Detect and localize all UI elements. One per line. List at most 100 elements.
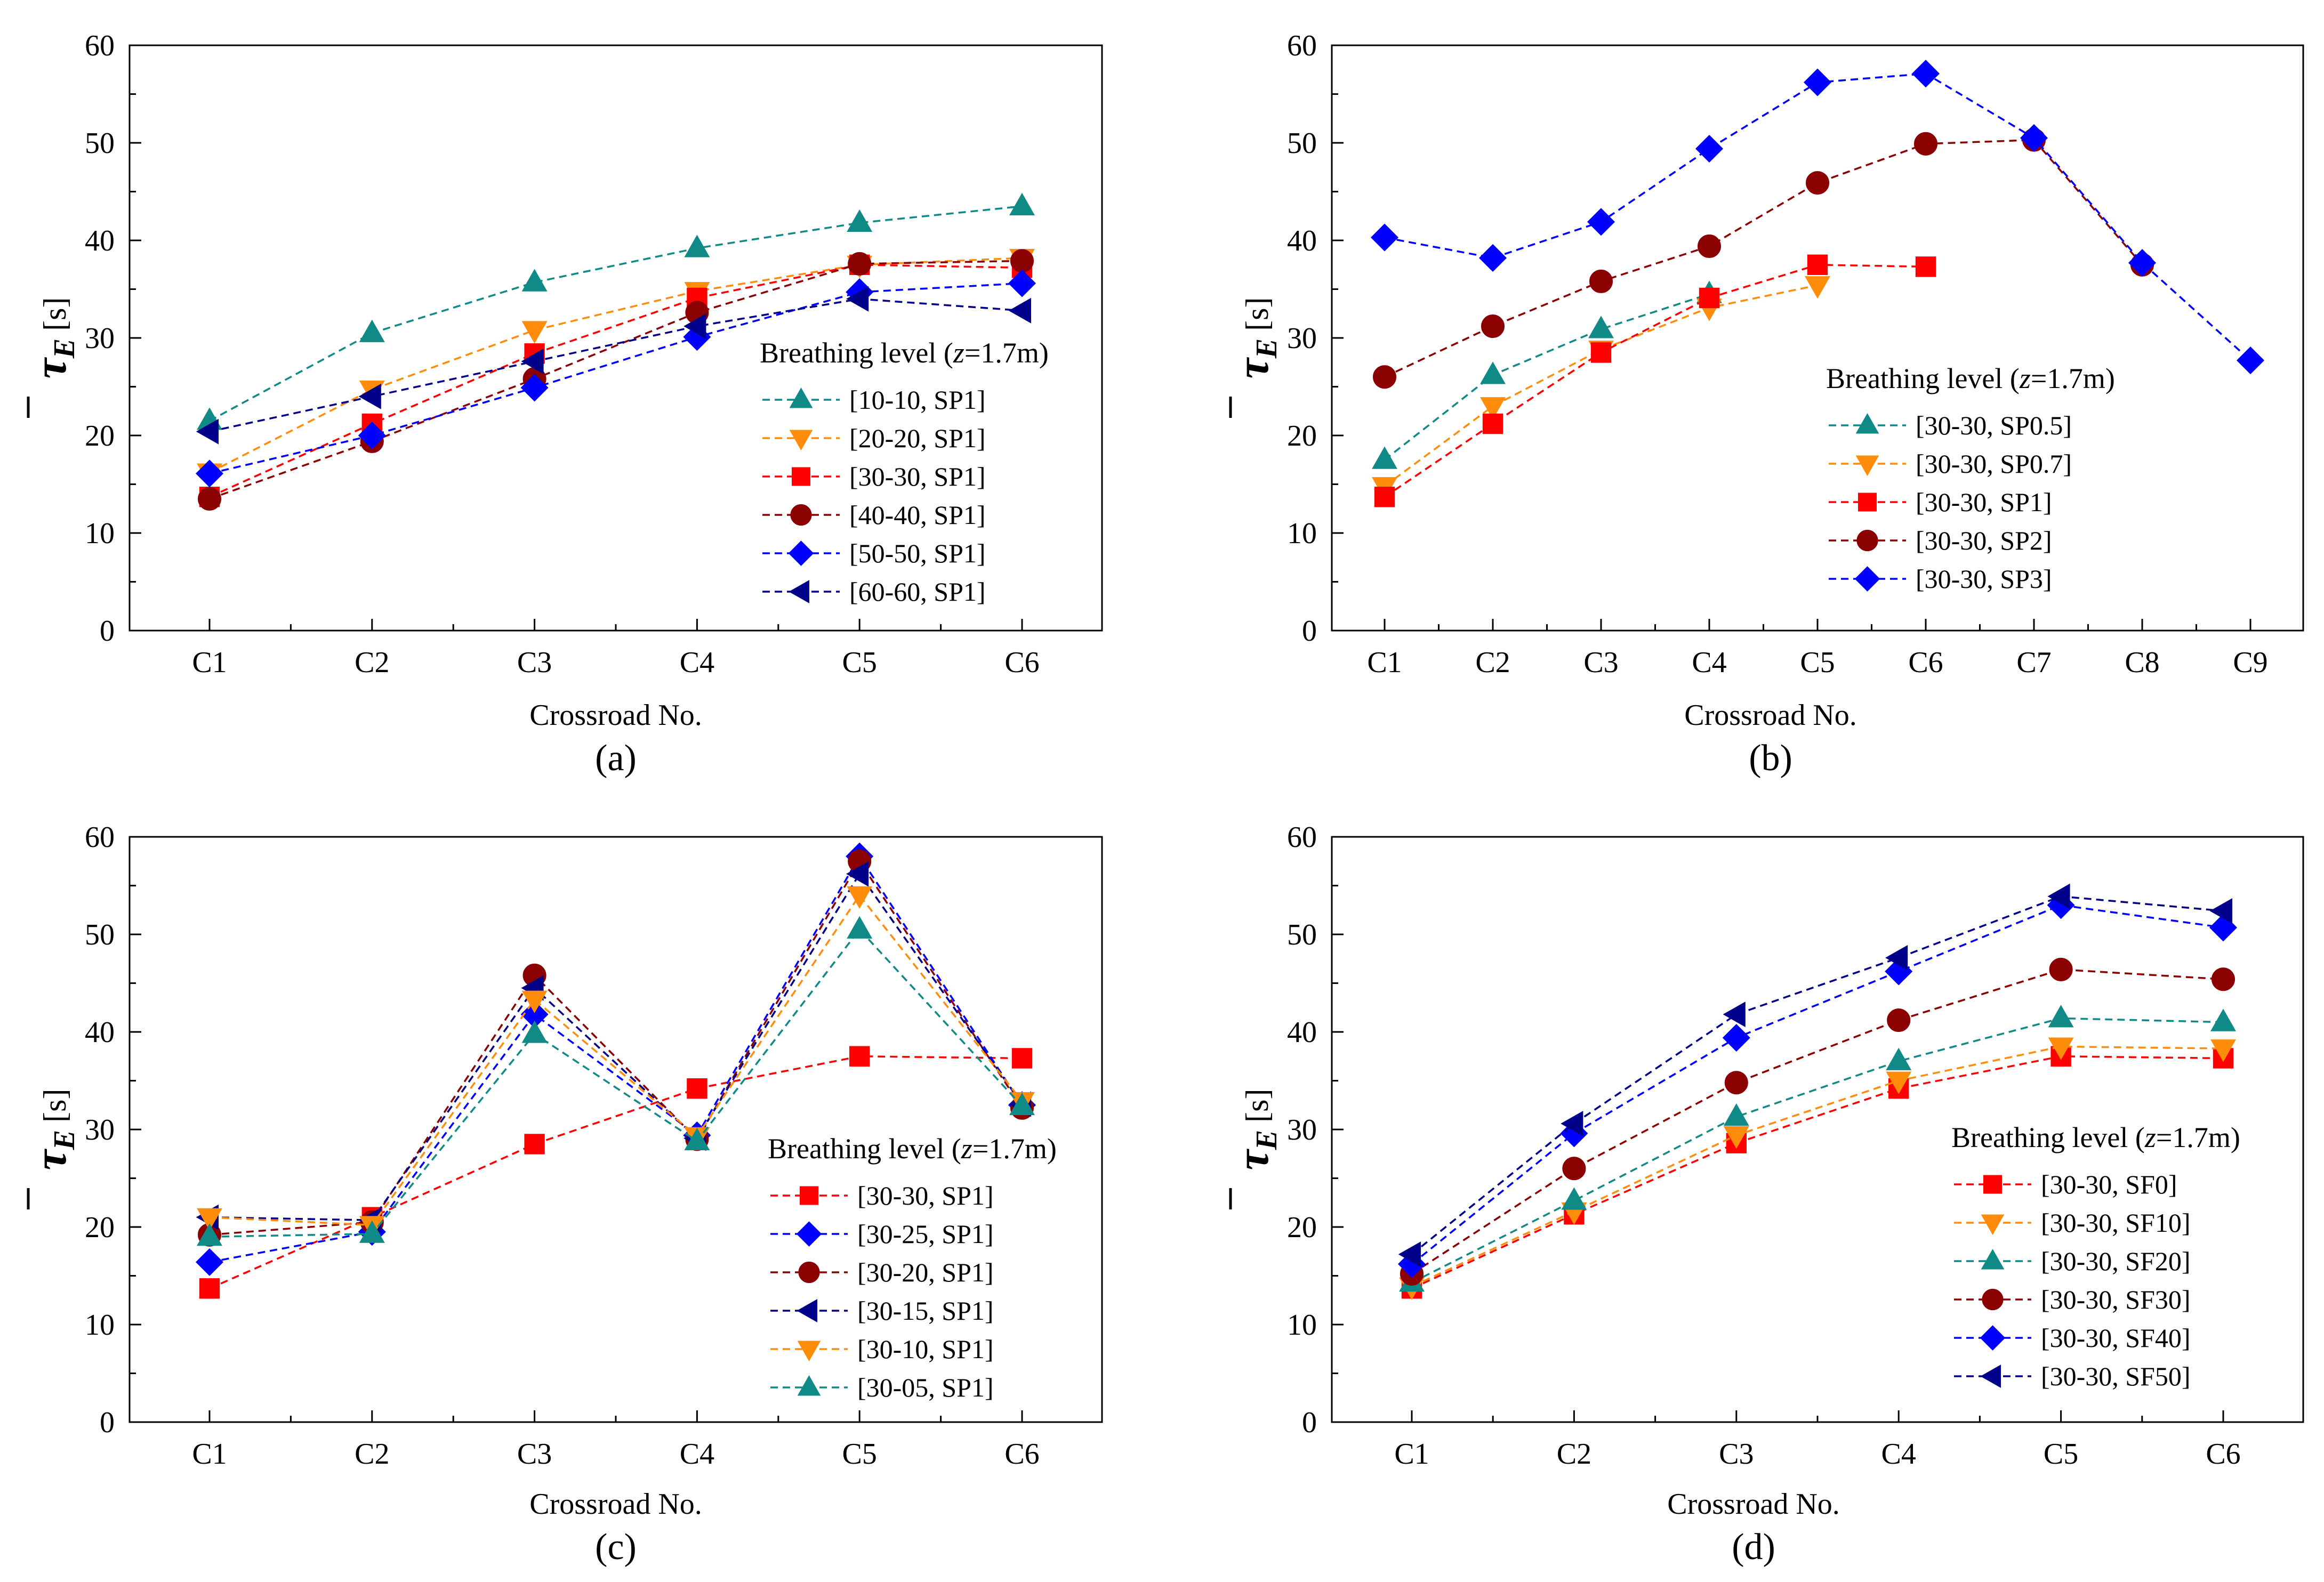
data-point xyxy=(1723,1103,1749,1126)
legend-title-prefix: Breathing level ( xyxy=(768,1133,961,1165)
y-axis-title: τE [s] xyxy=(25,1089,81,1209)
x-tick-label: C8 xyxy=(2125,646,2159,679)
series-0 xyxy=(1372,280,1722,469)
data-point xyxy=(2128,249,2157,277)
x-tick-label: C1 xyxy=(1367,646,1402,679)
x-tick-label: C3 xyxy=(1719,1438,1754,1471)
legend-title-prefix: Breathing level ( xyxy=(760,337,953,369)
y-tick-label: 40 xyxy=(85,1016,115,1049)
data-point xyxy=(684,235,710,257)
legend-entry: [10-10, SP1] xyxy=(849,385,986,415)
series-line xyxy=(1411,904,2224,1265)
y-axis-subscript: E xyxy=(48,1130,81,1150)
data-point xyxy=(847,886,873,909)
y-axis-title: τE [s] xyxy=(1227,297,1283,418)
y-tick-label: 40 xyxy=(1287,1016,1317,1049)
x-tick-label: C5 xyxy=(842,646,877,679)
data-point xyxy=(2020,124,2048,152)
y-tick-label: 50 xyxy=(85,918,115,951)
x-axis-title: Crossroad No. xyxy=(529,699,702,732)
legend: Breathing level (z=1.7m) [30-30, SP1] [30-… xyxy=(768,1133,1057,1402)
series-4 xyxy=(197,886,1035,1239)
data-point xyxy=(1805,276,1830,299)
legend-entry: [30-30, SF10] xyxy=(2041,1208,2191,1238)
y-tick-label: 50 xyxy=(1287,127,1317,160)
series-line xyxy=(209,257,1023,474)
y-tick-label: 0 xyxy=(1302,1406,1317,1439)
data-point xyxy=(524,1134,545,1155)
data-point xyxy=(359,319,385,342)
legend-title-var: z xyxy=(2144,1121,2156,1153)
data-point xyxy=(1372,446,1397,469)
data-point xyxy=(521,1020,548,1043)
legend-entry: [30-30, SP3] xyxy=(1916,564,2052,594)
x-tick-label: C4 xyxy=(1692,646,1726,679)
legend-title: Breathing level (z=1.7m) xyxy=(1951,1121,2240,1153)
x-tick-label: C1 xyxy=(192,1438,227,1471)
legend-marker xyxy=(1980,1365,2001,1388)
y-tick-label: 60 xyxy=(1287,29,1317,62)
data-point xyxy=(846,861,869,887)
data-point xyxy=(197,1223,222,1246)
legend: Breathing level (z=1.7m) [30-30, SP0.5] [3… xyxy=(1826,362,2115,594)
y-tick-label: 30 xyxy=(1287,322,1317,355)
y-axis-symbol: τ xyxy=(25,357,76,378)
x-axis-title: Crossroad No. xyxy=(1684,699,1857,732)
data-point xyxy=(1697,234,1722,259)
y-axis-unit: [s] xyxy=(1240,1089,1275,1123)
data-point xyxy=(687,1078,707,1099)
legend-title-suffix: =1.7m) xyxy=(2156,1121,2240,1153)
legend-entry: [40-40, SP1] xyxy=(849,500,986,530)
data-point xyxy=(1480,397,1506,420)
series-line xyxy=(1411,968,2224,1275)
legend-entry: [30-30, SF20] xyxy=(2041,1246,2191,1276)
y-tick-label: 10 xyxy=(85,1309,115,1342)
data-point xyxy=(1478,244,1507,272)
y-tick-label: 50 xyxy=(85,127,115,160)
data-point xyxy=(2210,1008,2236,1031)
y-axis-symbol: τ xyxy=(1227,1148,1278,1170)
legend-title-var: z xyxy=(2019,362,2031,394)
data-point xyxy=(1886,1047,1912,1070)
series-line xyxy=(209,872,1023,1221)
y-axis-title-text: τE [s] xyxy=(25,1089,81,1171)
legend-entry: [30-30, SF0] xyxy=(2041,1169,2177,1199)
series-line xyxy=(1411,895,2224,1255)
series-2 xyxy=(1374,254,1936,507)
y-axis-symbol: τ xyxy=(25,1148,76,1170)
legend-entry: [30-05, SP1] xyxy=(857,1373,994,1402)
series-line xyxy=(209,205,1023,422)
data-point xyxy=(520,374,549,402)
x-axis-title: Crossroad No. xyxy=(529,1488,702,1521)
data-point xyxy=(847,916,873,939)
data-point xyxy=(1370,223,1399,252)
x-tick-label: C6 xyxy=(1004,646,1039,679)
x-tick-label: C3 xyxy=(517,646,552,679)
legend-marker xyxy=(1855,413,1879,434)
data-point xyxy=(1722,1023,1750,1052)
data-point xyxy=(199,1278,220,1299)
x-tick-label: C5 xyxy=(842,1438,877,1471)
data-point xyxy=(1695,134,1724,163)
data-point xyxy=(195,459,224,488)
x-tick-label: C6 xyxy=(1004,1438,1039,1471)
legend-entry: [30-20, SP1] xyxy=(857,1257,994,1287)
series-1 xyxy=(1372,276,1830,500)
data-point xyxy=(1561,1111,1583,1136)
legend-title: Breathing level (z=1.7m) xyxy=(768,1133,1057,1165)
data-point xyxy=(1009,1092,1035,1116)
y-tick-label: 60 xyxy=(85,29,115,62)
y-axis-title-text: τE [s] xyxy=(25,297,81,379)
series-0 xyxy=(197,192,1035,430)
data-point xyxy=(1723,1126,1749,1149)
series-line xyxy=(1384,139,2143,378)
data-point xyxy=(1480,361,1506,384)
y-tick-label: 30 xyxy=(85,1113,115,1147)
data-point xyxy=(1008,269,1036,297)
data-point xyxy=(1009,192,1035,215)
data-point xyxy=(1723,1002,1746,1028)
panel-label: (b) xyxy=(1749,738,1792,779)
y-tick-label: 0 xyxy=(100,1406,115,1439)
data-point xyxy=(2048,1037,2074,1060)
series-line xyxy=(1384,284,1818,487)
